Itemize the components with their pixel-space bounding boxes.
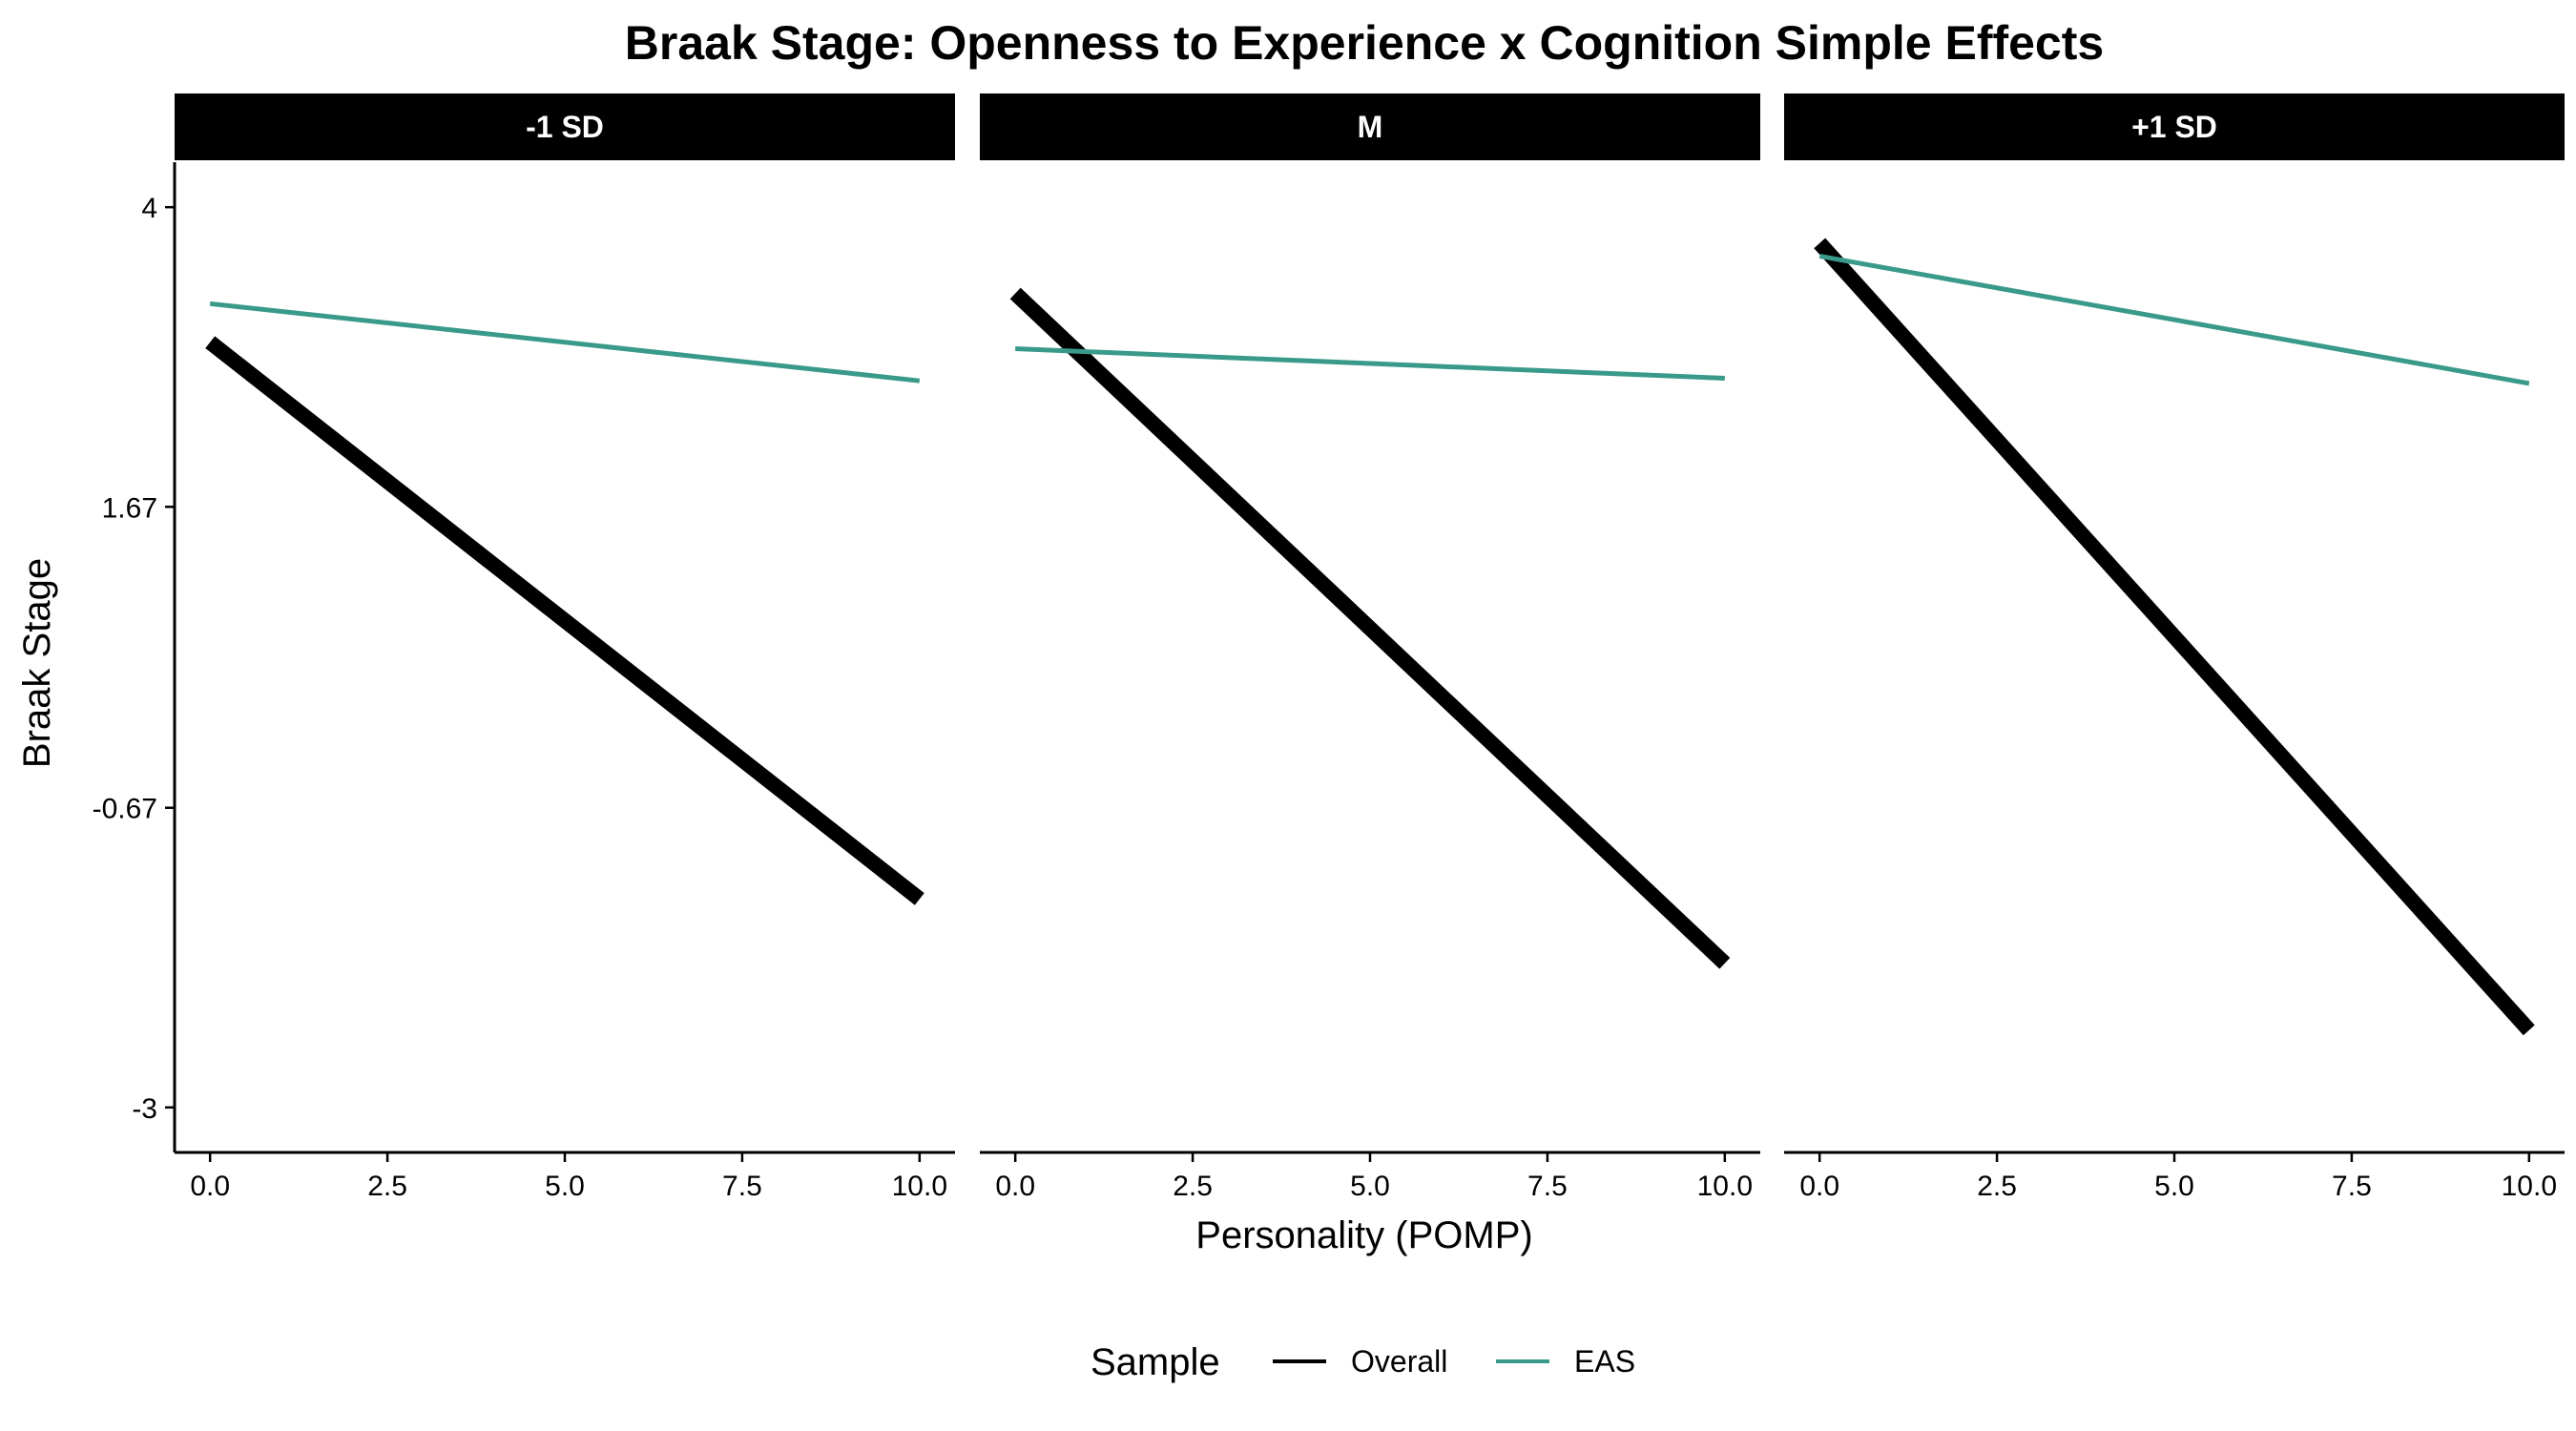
- facet-strip: [980, 93, 1760, 160]
- legend: Sample Overall EAS: [1091, 1341, 1635, 1383]
- facet-strip-label: +1 SD: [2131, 110, 2217, 144]
- x-tick-label: 7.5: [2332, 1171, 2372, 1202]
- x-tick-label: 2.5: [1173, 1171, 1213, 1202]
- x-axis-title: Personality (POMP): [1195, 1214, 1532, 1256]
- legend-label-overall: Overall: [1351, 1344, 1447, 1379]
- series-line-eas: [1818, 253, 2530, 386]
- x-tick-label: 10.0: [1697, 1171, 1753, 1202]
- x-tick-label: 2.5: [367, 1171, 407, 1202]
- x-tick-label: 0.0: [1799, 1171, 1839, 1202]
- panel-3: +1 SD 0.0 2.5 5.0 7.5 10.0: [1784, 93, 2565, 1202]
- x-tick-label: 5.0: [2154, 1171, 2194, 1202]
- legend-label-eas: EAS: [1574, 1344, 1635, 1379]
- y-axis-title: Braak Stage: [16, 558, 58, 768]
- x-tick-label: 7.5: [722, 1171, 762, 1202]
- panel-2: M 0.0 2.5 5.0 7.5 10.0: [980, 93, 1760, 1202]
- facet-strip: [175, 93, 955, 160]
- series-line-overall: [205, 336, 924, 905]
- x-tick-label: 5.0: [1350, 1171, 1390, 1202]
- panel-1: -1 SD 0.0 2.5 5.0 7.5 10.0: [175, 93, 955, 1202]
- x-tick-label: 10.0: [2502, 1171, 2557, 1202]
- x-tick-label: 7.5: [1527, 1171, 1568, 1202]
- series-line-overall: [1814, 238, 2535, 1036]
- facet-strip-label: M: [1358, 110, 1383, 144]
- x-tick-label: 5.0: [545, 1171, 585, 1202]
- panels: -1 SD0.0 2.5 5.0 7.5 10.0M0.0 2.5 5.0 7.5 10.0+1…: [175, 93, 2565, 1202]
- series-line-eas: [1015, 346, 1725, 381]
- y-axis: -3 -0.67 1.67 4: [93, 162, 177, 1152]
- facet-strip-label: -1 SD: [526, 110, 604, 144]
- x-tick-label: 2.5: [1977, 1171, 2017, 1202]
- y-tick-label: 4: [141, 193, 157, 224]
- y-tick-label: 1.67: [102, 492, 157, 524]
- facet-strip: [1784, 93, 2565, 160]
- series-line-eas: [209, 301, 921, 384]
- x-tick-label: 0.0: [190, 1171, 230, 1202]
- chart-title: Braak Stage: Openness to Experience x Co…: [625, 16, 2104, 70]
- y-tick-label: -3: [132, 1093, 157, 1125]
- y-tick-label: -0.67: [93, 794, 157, 825]
- legend-title: Sample: [1091, 1341, 1220, 1383]
- x-tick-label: 0.0: [995, 1171, 1035, 1202]
- series-line-overall: [1009, 287, 1731, 969]
- x-tick-label: 10.0: [892, 1171, 947, 1202]
